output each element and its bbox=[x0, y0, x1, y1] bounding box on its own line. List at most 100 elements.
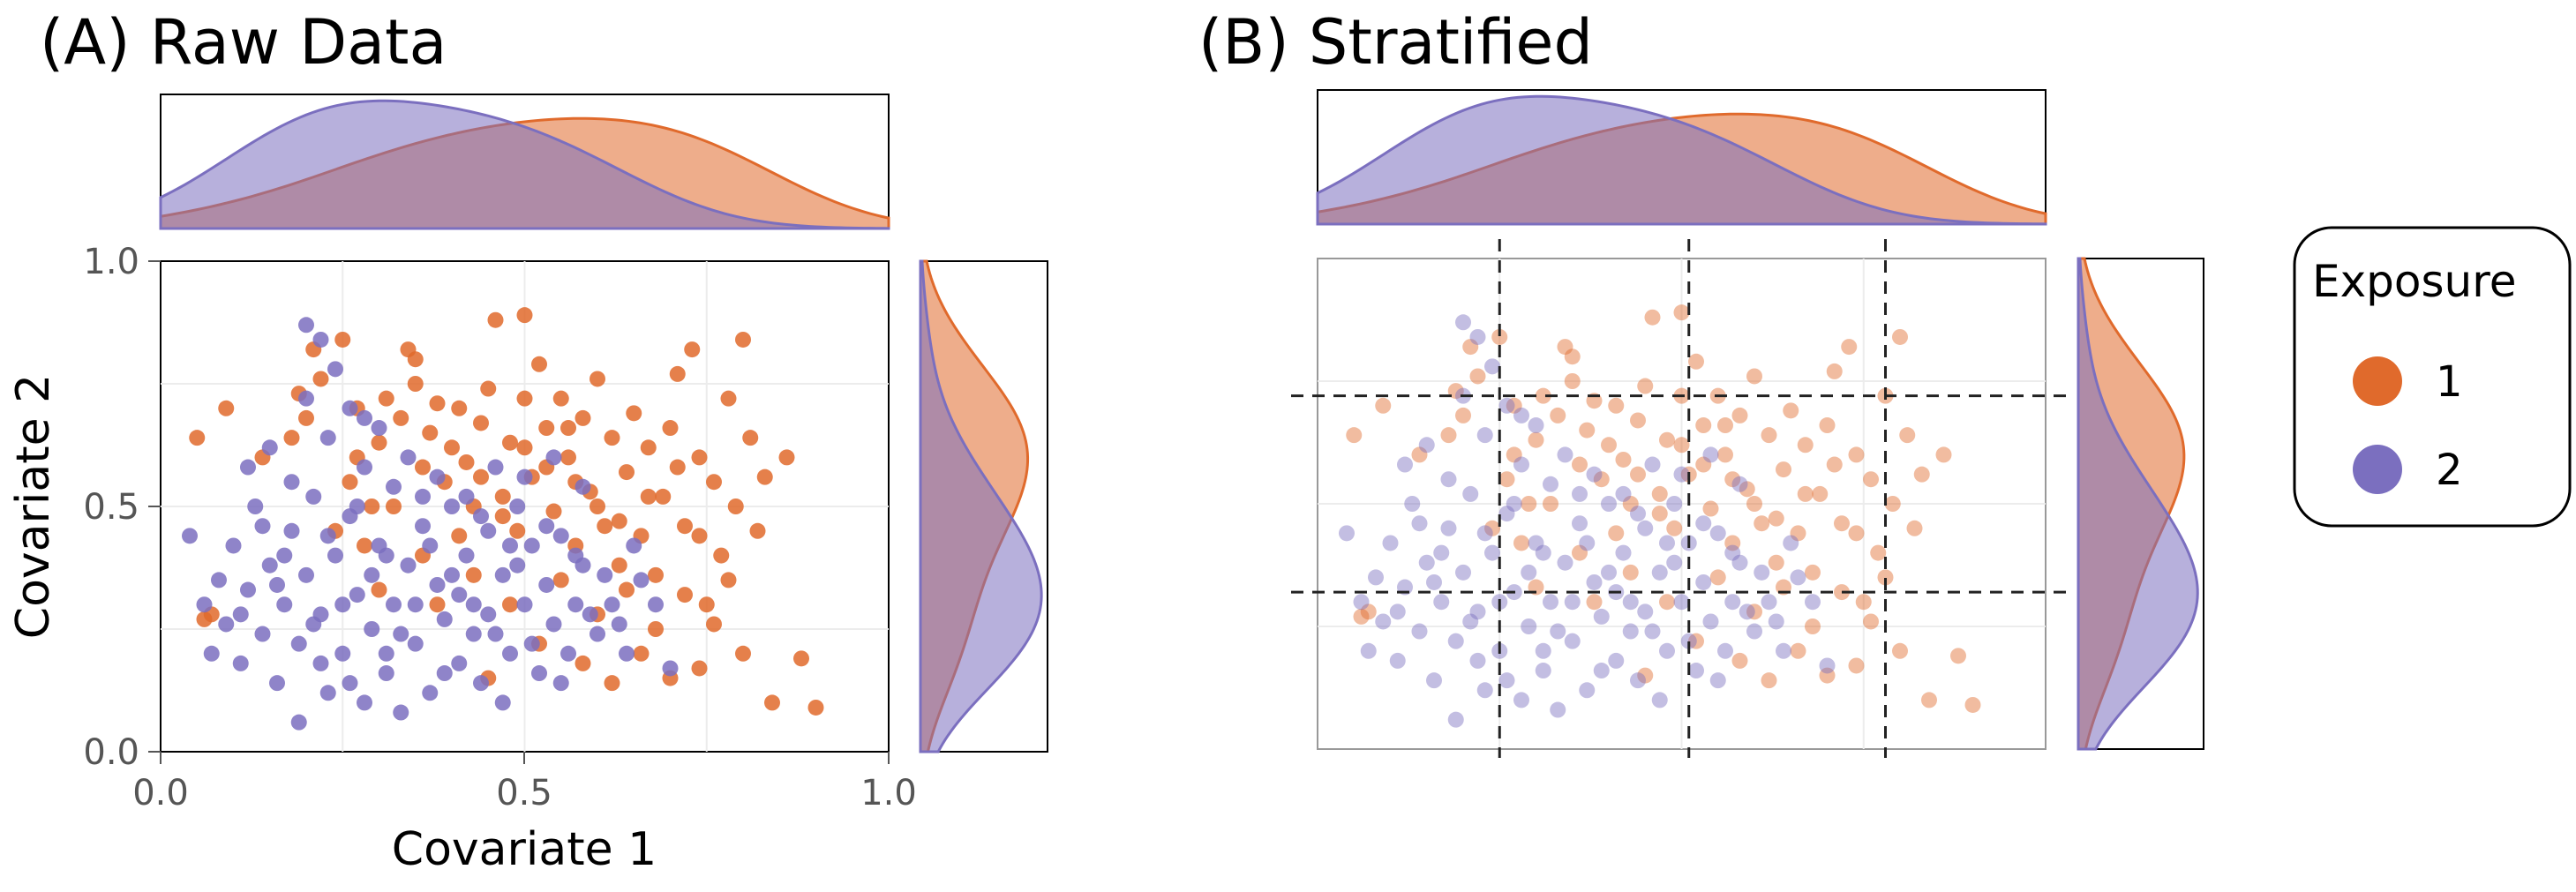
data-point-exposure-2 bbox=[1637, 520, 1654, 536]
data-point-exposure-2 bbox=[487, 459, 504, 476]
data-point-exposure-1 bbox=[1790, 642, 1806, 659]
data-point-exposure-2 bbox=[1709, 525, 1726, 542]
data-point-exposure-2 bbox=[480, 606, 497, 623]
data-point-exposure-1 bbox=[1688, 633, 1704, 649]
data-point-exposure-2 bbox=[1498, 397, 1515, 414]
data-point-exposure-2 bbox=[1601, 496, 1617, 512]
data-point-exposure-2 bbox=[1440, 520, 1457, 536]
data-point-exposure-1 bbox=[611, 557, 627, 573]
data-point-exposure-2 bbox=[611, 616, 627, 633]
data-point-exposure-2 bbox=[1739, 603, 1755, 620]
data-point-exposure-1 bbox=[619, 581, 635, 598]
data-point-exposure-2 bbox=[1469, 652, 1486, 669]
data-point-exposure-1 bbox=[560, 420, 576, 437]
data-point-exposure-2 bbox=[626, 537, 642, 554]
data-point-exposure-2 bbox=[1666, 554, 1683, 571]
data-point-exposure-1 bbox=[1746, 368, 1762, 385]
data-point-exposure-2 bbox=[1586, 466, 1603, 483]
data-point-exposure-2 bbox=[523, 537, 540, 554]
data-point-exposure-2 bbox=[1484, 358, 1500, 375]
data-point-exposure-2 bbox=[327, 547, 343, 564]
data-point-exposure-2 bbox=[1673, 466, 1690, 483]
data-point-exposure-1 bbox=[1608, 525, 1625, 542]
data-point-exposure-2 bbox=[261, 557, 278, 573]
data-point-exposure-2 bbox=[451, 587, 468, 603]
data-point-exposure-2 bbox=[538, 518, 555, 535]
data-point-exposure-2 bbox=[319, 528, 336, 544]
data-point-exposure-1 bbox=[655, 488, 672, 505]
data-point-exposure-1 bbox=[1622, 564, 1639, 581]
data-point-exposure-1 bbox=[1739, 481, 1755, 498]
data-point-exposure-1 bbox=[1572, 544, 1588, 561]
data-point-exposure-2 bbox=[1411, 623, 1428, 640]
y-axis-title: Covariate 2 bbox=[7, 374, 60, 639]
data-point-exposure-2 bbox=[1593, 663, 1610, 679]
data-point-exposure-1 bbox=[1651, 485, 1668, 502]
data-point-exposure-2 bbox=[1513, 456, 1529, 473]
data-point-exposure-1 bbox=[1572, 456, 1588, 473]
density-top-exposure-2 bbox=[1316, 94, 2047, 226]
data-point-exposure-2 bbox=[552, 528, 569, 544]
data-point-exposure-1 bbox=[713, 547, 730, 564]
legend-swatch-2 bbox=[2353, 445, 2402, 494]
data-point-exposure-1 bbox=[218, 400, 235, 416]
data-point-exposure-1 bbox=[706, 474, 722, 491]
data-point-exposure-1 bbox=[1848, 446, 1865, 463]
data-point-exposure-2 bbox=[1528, 535, 1544, 551]
data-point-exposure-2 bbox=[378, 645, 394, 662]
data-point-exposure-2 bbox=[342, 675, 358, 692]
data-point-exposure-2 bbox=[1579, 682, 1596, 699]
data-point-exposure-2 bbox=[1447, 711, 1464, 728]
data-point-exposure-1 bbox=[189, 430, 206, 446]
data-point-exposure-1 bbox=[1601, 437, 1617, 453]
data-point-exposure-1 bbox=[1826, 363, 1843, 379]
data-point-exposure-2 bbox=[1586, 573, 1603, 590]
data-point-exposure-2 bbox=[619, 645, 635, 662]
data-point-exposure-1 bbox=[597, 518, 613, 535]
data-point-exposure-1 bbox=[1564, 373, 1581, 389]
data-point-exposure-2 bbox=[386, 478, 402, 495]
data-point-exposure-1 bbox=[1528, 431, 1544, 448]
data-point-exposure-2 bbox=[305, 488, 322, 505]
data-point-exposure-1 bbox=[1761, 427, 1777, 444]
data-point-exposure-1 bbox=[1863, 471, 1879, 488]
data-point-exposure-2 bbox=[283, 474, 300, 491]
data-point-exposure-2 bbox=[531, 665, 547, 682]
data-point-exposure-2 bbox=[1389, 603, 1406, 620]
density-top-exposure-2 bbox=[159, 99, 890, 230]
data-point-exposure-2 bbox=[1368, 569, 1384, 586]
data-point-exposure-2 bbox=[509, 498, 526, 514]
panel-a-right-density bbox=[919, 259, 1043, 753]
data-point-exposure-1 bbox=[1659, 431, 1675, 448]
data-point-exposure-1 bbox=[1841, 339, 1858, 356]
data-point-exposure-2 bbox=[458, 547, 475, 564]
data-point-exposure-2 bbox=[1666, 496, 1683, 512]
data-point-exposure-1 bbox=[386, 498, 402, 514]
data-point-exposure-1 bbox=[1848, 657, 1865, 674]
data-point-exposure-1 bbox=[669, 365, 686, 382]
data-point-exposure-1 bbox=[1964, 696, 1981, 713]
data-point-exposure-1 bbox=[669, 459, 686, 476]
x-axis-title: Covariate 1 bbox=[392, 823, 657, 876]
data-point-exposure-2 bbox=[1644, 456, 1661, 473]
data-point-exposure-1 bbox=[1543, 496, 1558, 512]
data-point-exposure-1 bbox=[1790, 525, 1806, 542]
data-point-exposure-1 bbox=[1805, 618, 1821, 634]
data-point-exposure-2 bbox=[1615, 485, 1632, 502]
data-point-exposure-1 bbox=[1855, 594, 1872, 611]
data-point-exposure-2 bbox=[225, 537, 242, 554]
data-point-exposure-1 bbox=[480, 380, 497, 397]
data-point-exposure-2 bbox=[662, 660, 679, 677]
data-point-exposure-2 bbox=[1659, 642, 1675, 659]
data-point-exposure-2 bbox=[538, 576, 555, 593]
data-point-exposure-1 bbox=[1863, 613, 1879, 630]
data-point-exposure-1 bbox=[1776, 461, 1791, 478]
data-point-exposure-2 bbox=[1521, 618, 1537, 634]
data-point-exposure-2 bbox=[305, 616, 322, 633]
data-point-exposure-1 bbox=[749, 522, 766, 539]
data-point-exposure-2 bbox=[276, 547, 293, 564]
data-point-exposure-1 bbox=[1899, 427, 1916, 444]
data-point-exposure-2 bbox=[516, 596, 533, 613]
data-point-exposure-1 bbox=[283, 430, 300, 446]
data-point-exposure-1 bbox=[764, 694, 780, 711]
